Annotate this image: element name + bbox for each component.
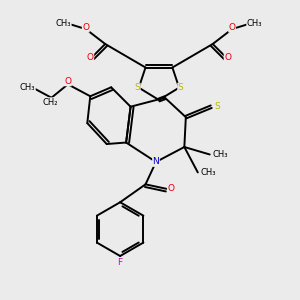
Text: F: F: [118, 258, 123, 267]
Text: CH₃: CH₃: [212, 150, 228, 159]
Text: O: O: [167, 184, 174, 193]
Text: O: O: [229, 23, 236, 32]
Text: O: O: [224, 53, 231, 62]
Text: O: O: [87, 53, 94, 62]
Text: CH₂: CH₂: [42, 98, 58, 107]
Text: S: S: [214, 102, 220, 111]
Text: O: O: [82, 23, 89, 32]
Text: S: S: [134, 83, 140, 92]
Text: S: S: [178, 83, 184, 92]
Text: CH₃: CH₃: [200, 168, 216, 177]
Text: N: N: [153, 158, 159, 166]
Text: CH₃: CH₃: [20, 83, 35, 92]
Text: O: O: [64, 77, 71, 86]
Text: CH₃: CH₃: [247, 19, 262, 28]
Text: CH₃: CH₃: [56, 19, 71, 28]
